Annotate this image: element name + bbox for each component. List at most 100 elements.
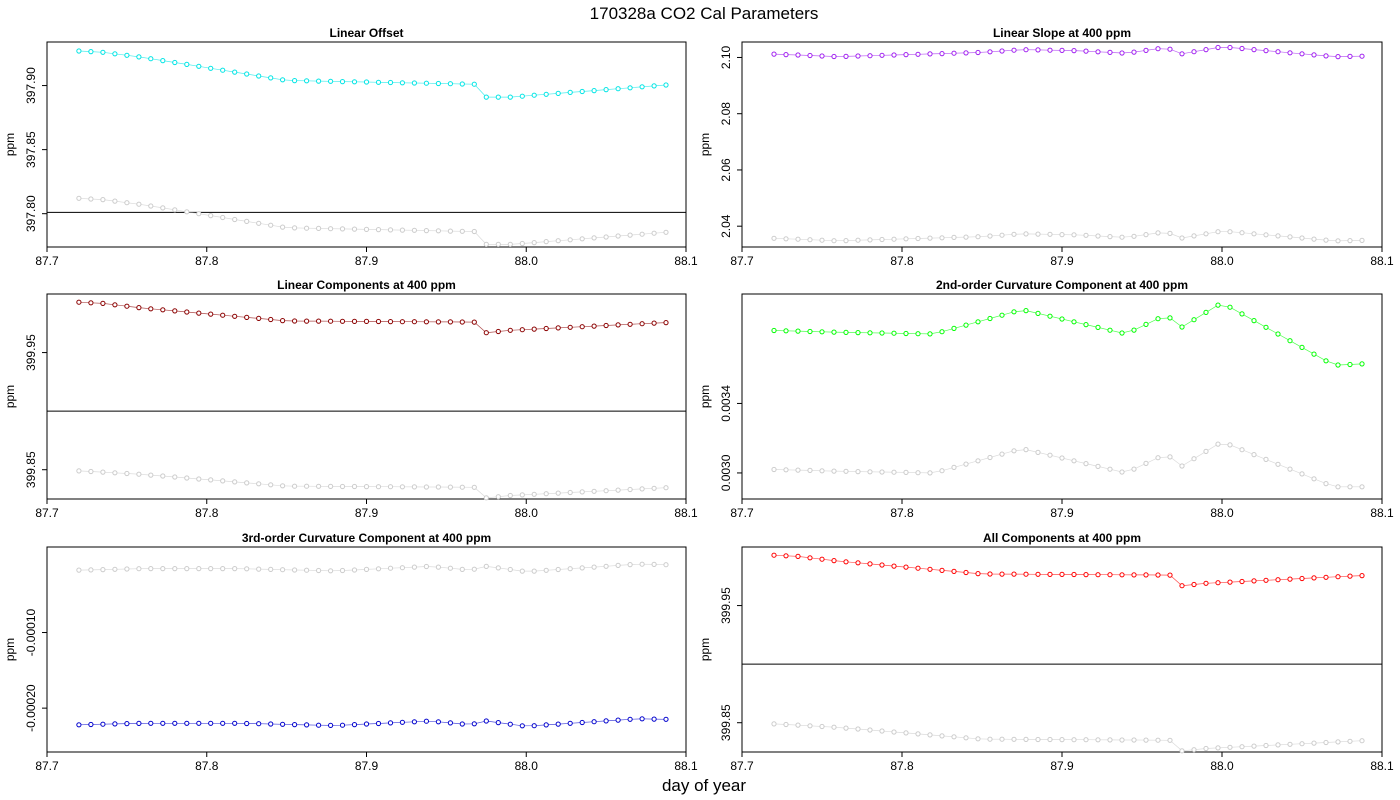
- data-point: [531, 240, 537, 246]
- data-point: [220, 566, 226, 572]
- data-point: [399, 227, 405, 233]
- data-point: [1095, 233, 1101, 239]
- data-point: [519, 723, 525, 729]
- x-tick-label: 88.1: [674, 759, 698, 773]
- data-point: [351, 483, 358, 490]
- data-point: [1023, 231, 1029, 237]
- data-point: [220, 67, 226, 73]
- data-point: [1323, 53, 1329, 59]
- data-point: [1023, 571, 1029, 577]
- x-tick-label: 87.8: [890, 254, 914, 268]
- data-point: [399, 565, 405, 571]
- x-tick-label: 87.7: [35, 254, 59, 268]
- data-point: [76, 48, 82, 54]
- data-point: [915, 565, 921, 571]
- data-point: [1275, 233, 1281, 239]
- data-point: [951, 50, 957, 56]
- data-point: [256, 566, 262, 572]
- data-point: [172, 308, 178, 314]
- data-point: [351, 722, 358, 728]
- y-tick-label: 0.0034: [719, 385, 733, 422]
- data-point: [471, 319, 477, 325]
- data-point: [1263, 742, 1269, 749]
- data-point: [939, 235, 945, 241]
- x-tick-label: 88.0: [1210, 254, 1234, 268]
- data-point: [591, 488, 597, 494]
- data-point: [1359, 237, 1365, 243]
- data-point: [987, 571, 993, 577]
- data-point: [831, 558, 837, 564]
- data-point: [1095, 49, 1101, 55]
- data-point: [555, 325, 561, 331]
- data-point: [807, 555, 813, 561]
- data-point: [963, 735, 969, 741]
- data-point: [88, 49, 94, 55]
- data-point: [1119, 330, 1125, 336]
- data-point: [627, 716, 633, 722]
- data-point: [112, 470, 118, 476]
- y-tick-label: 2.08: [719, 102, 733, 126]
- data-point: [435, 484, 441, 490]
- data-point: [1083, 232, 1089, 238]
- data-point: [1287, 338, 1293, 344]
- data-point: [1119, 737, 1125, 743]
- data-point: [1275, 461, 1281, 467]
- plot-frame: [741, 293, 1383, 500]
- data-point: [423, 718, 429, 724]
- data-point: [1347, 238, 1353, 244]
- data-point: [256, 220, 262, 226]
- data-point: [627, 321, 633, 327]
- y-tick-label: 397.80: [24, 195, 38, 232]
- data-point: [1083, 572, 1089, 578]
- data-point: [124, 721, 130, 727]
- data-point: [148, 56, 154, 62]
- data-point: [555, 721, 561, 727]
- data-point: [268, 721, 274, 727]
- data-point: [1131, 737, 1137, 743]
- series-line: [773, 443, 1362, 488]
- data-point: [411, 319, 417, 325]
- data-point: [184, 720, 190, 726]
- data-point: [543, 325, 549, 332]
- data-point: [88, 300, 94, 306]
- data-point: [328, 78, 334, 84]
- data-point: [1155, 230, 1161, 236]
- data-point: [1287, 741, 1293, 747]
- data-point: [1299, 471, 1305, 477]
- series-line: [773, 554, 1363, 587]
- y-tick-label: 397.90: [24, 67, 38, 104]
- data-point: [196, 476, 202, 482]
- data-point: [579, 324, 585, 330]
- data-point: [1179, 235, 1185, 241]
- x-tick-label: 88.0: [515, 254, 539, 268]
- data-point: [795, 467, 801, 473]
- data-point: [1011, 47, 1017, 53]
- data-point: [339, 483, 346, 490]
- chart-panel-2: Linear Slope at 400 ppm ppm 87.7 87.8 87.9 88…: [698, 26, 1394, 268]
- y-tick-label: 0.0030: [719, 454, 733, 491]
- data-point: [1011, 231, 1017, 237]
- data-point: [879, 330, 885, 336]
- data-point: [1047, 231, 1053, 237]
- data-point: [819, 237, 825, 243]
- data-point: [651, 230, 657, 236]
- data-point: [867, 330, 873, 336]
- data-point: [387, 720, 394, 726]
- data-point: [292, 722, 298, 728]
- data-point: [1047, 47, 1053, 53]
- data-point: [879, 469, 885, 475]
- data-point: [375, 720, 382, 727]
- data-point: [507, 94, 513, 100]
- data-point: [639, 486, 645, 492]
- data-point: [771, 327, 777, 334]
- data-point: [987, 49, 993, 55]
- data-point: [268, 566, 274, 573]
- data-point: [495, 241, 501, 247]
- data-point: [256, 481, 262, 487]
- data-point: [136, 54, 142, 60]
- data-point: [1323, 574, 1329, 580]
- data-point: [927, 51, 933, 57]
- data-point: [196, 63, 202, 69]
- x-tick-label: 88.1: [674, 506, 698, 520]
- data-point: [459, 721, 465, 727]
